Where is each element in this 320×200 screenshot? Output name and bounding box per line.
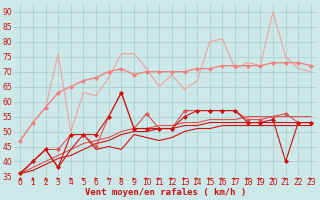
X-axis label: Vent moyen/en rafales ( km/h ): Vent moyen/en rafales ( km/h ) xyxy=(85,188,246,197)
